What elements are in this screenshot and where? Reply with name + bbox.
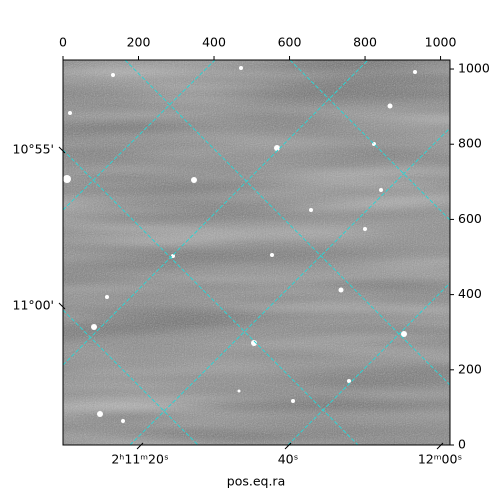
- coordinate-grid: [63, 60, 450, 445]
- dec-tick-label: 10°55': [13, 142, 55, 157]
- x-tick-label: 1000: [425, 35, 457, 50]
- dec-tick-label: 11°00': [13, 298, 55, 313]
- y-tick-label: 800: [458, 136, 482, 151]
- x-tick-label: 400: [202, 35, 226, 50]
- sky-image: [63, 60, 450, 445]
- x-axis-label: pos.eq.ra: [227, 474, 285, 489]
- x-tick-label: 600: [278, 35, 302, 50]
- y-tick-label: 200: [458, 361, 482, 376]
- ra-tick: [284, 442, 292, 450]
- ra-tick-label: 2ʰ11ᵐ20ˢ: [111, 452, 168, 467]
- x-tick-label: 800: [353, 35, 377, 50]
- y-tick-label: 600: [458, 211, 482, 226]
- dec-tick: [58, 302, 66, 310]
- ra-tick-label: 12ᵐ00ˢ: [418, 452, 462, 467]
- y-tick-label: 0: [458, 437, 466, 452]
- ra-tick: [136, 442, 144, 450]
- y-tick-label: 1000: [458, 61, 490, 76]
- y-tick-label: 400: [458, 286, 482, 301]
- stars: [63, 66, 417, 423]
- x-tick-label: 200: [127, 35, 151, 50]
- frame: [62, 59, 451, 446]
- x-tick-label: 0: [59, 35, 67, 50]
- ra-tick-label: 40ˢ: [278, 452, 299, 467]
- ra-tick: [436, 442, 444, 450]
- dec-tick: [58, 146, 66, 154]
